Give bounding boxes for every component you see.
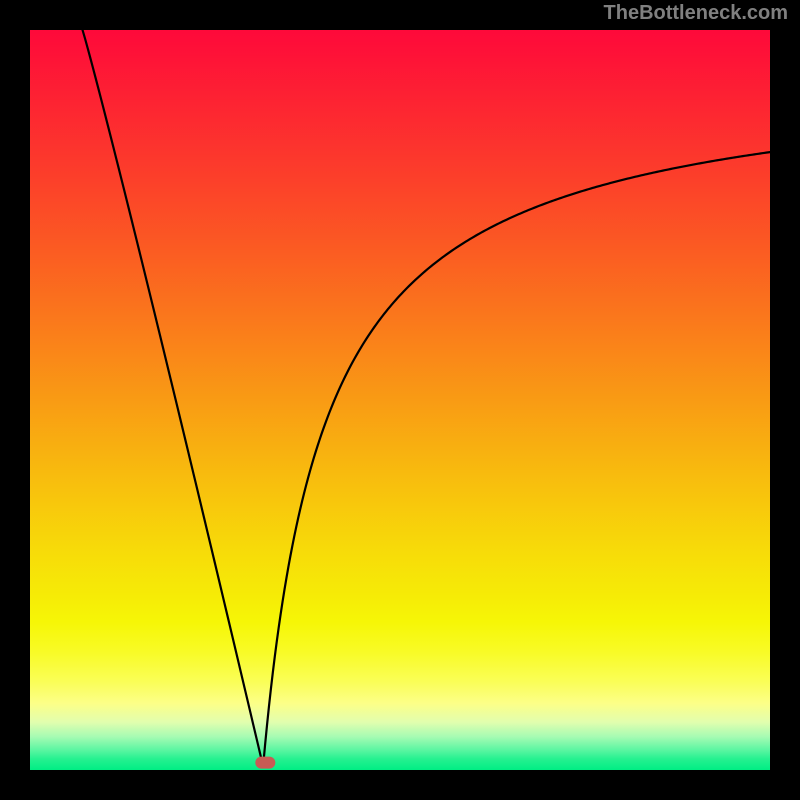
chart-svg (0, 0, 800, 800)
minimum-marker (255, 757, 275, 769)
plot-background (30, 30, 770, 770)
watermark-text: TheBottleneck.com (604, 2, 788, 25)
chart-container: TheBottleneck.com (0, 0, 800, 800)
